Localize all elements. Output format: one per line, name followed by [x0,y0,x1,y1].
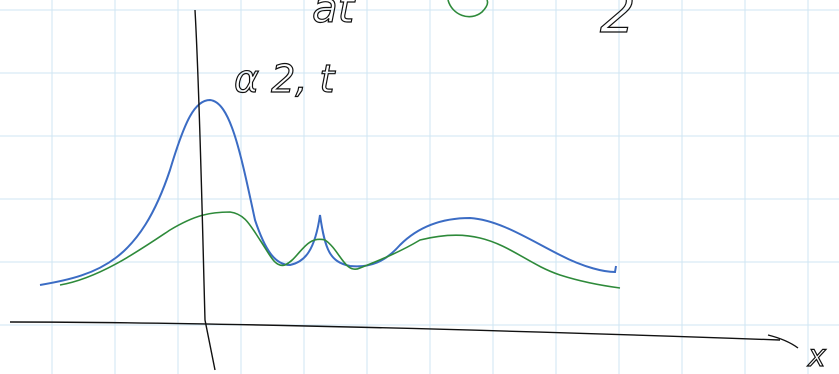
grid-paper [0,0,839,374]
page: {"notes": {"top_left": "at", "top_right"… [0,0,839,374]
note-canvas: at 2 α 2, t x [0,0,839,374]
x-axis [10,322,798,348]
note-text: at [312,0,356,32]
y-axis [195,10,215,370]
curve-label: α 2, t [234,57,336,101]
green-symbol [448,0,487,17]
axis-label: x [807,339,826,374]
note-text: 2 [600,0,636,46]
green-curve [60,212,620,288]
